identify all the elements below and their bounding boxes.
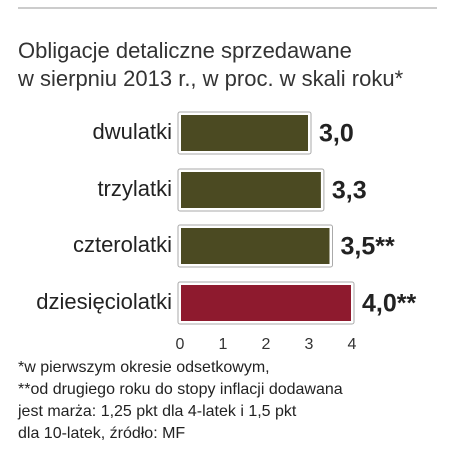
value-label: 4,0** (362, 290, 416, 318)
footnote: *w pierwszym okresie odsetkowym, (18, 359, 270, 376)
x-tick-label: 3 (305, 336, 314, 353)
category-label: dwulatki (93, 119, 172, 144)
bar (179, 283, 353, 323)
category-label: czterolatki (73, 232, 172, 257)
x-tick-label: 2 (262, 336, 271, 353)
footnote: jest marża: 1,25 pkt dla 4-latek i 1,5 p… (17, 403, 297, 420)
value-label: 3,3 (332, 177, 367, 205)
category-label: dziesięciolatki (36, 289, 172, 314)
x-tick-label: 4 (348, 336, 357, 353)
bar-outline (177, 111, 312, 155)
chart-title: w sierpniu 2013 r., w proc. w skali roku… (17, 66, 404, 91)
value-label: 3,0 (319, 120, 354, 148)
category-label: trzylatki (97, 176, 172, 201)
bar-outline (177, 168, 325, 212)
bar-outline (177, 224, 333, 268)
bar (179, 170, 323, 210)
chart-title: Obligacje detaliczne sprzedawane (18, 38, 352, 63)
footnote: **od drugiego roku do stopy inflacji dod… (18, 381, 343, 398)
x-tick-label: 1 (219, 336, 228, 353)
footnote: dla 10-latek, źródło: MF (18, 425, 185, 442)
x-tick-label: 0 (176, 336, 185, 353)
bar (179, 113, 310, 153)
bar-outline (177, 281, 355, 325)
bar (179, 226, 332, 266)
value-label: 3,5** (341, 233, 395, 261)
